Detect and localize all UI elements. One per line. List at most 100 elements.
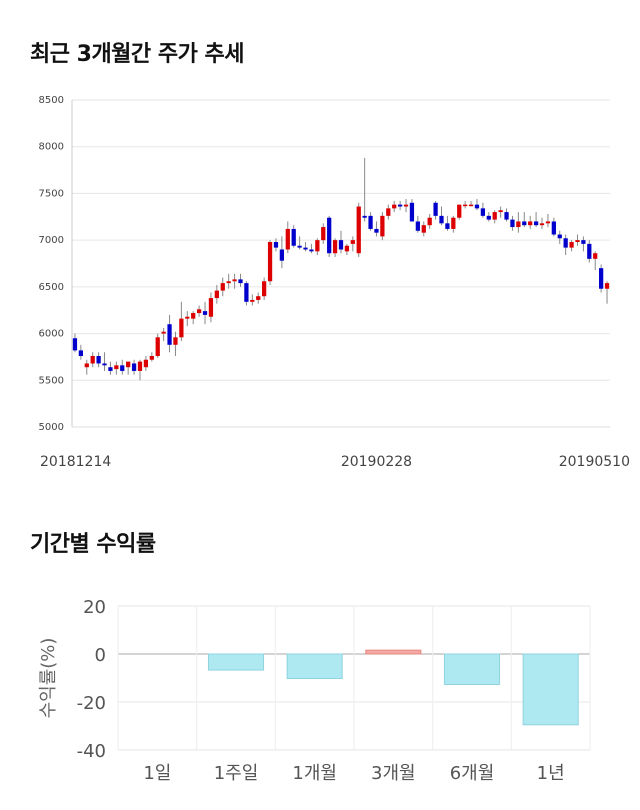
candle-body [114, 365, 119, 370]
candle-body [250, 299, 255, 302]
candle-body [593, 253, 598, 259]
candle-body [185, 316, 190, 319]
price-y-tick-label: 7000 [39, 235, 64, 246]
candle-body [273, 242, 279, 248]
candle-body [173, 337, 178, 345]
candle-body [167, 324, 172, 345]
candle-body [131, 363, 137, 371]
candle-body [78, 350, 83, 356]
returns-x-tick-label: 1일 [143, 763, 171, 784]
returns-y-tick-label: 0 [95, 645, 106, 666]
candle-body [179, 318, 184, 338]
candle-body [386, 208, 391, 216]
candle-body [409, 202, 415, 222]
returns-y-axis-label: 수익률(%) [38, 638, 59, 719]
candle-body [539, 223, 545, 226]
candle-body [267, 242, 273, 282]
candle-body [563, 238, 568, 248]
candle-body [522, 221, 527, 226]
candle-body [427, 217, 432, 226]
price-x-tick-label: 20190228 [341, 454, 412, 470]
candle-body [368, 215, 373, 229]
candle-body [581, 240, 586, 244]
price-x-tick-label: 20190510 [559, 454, 630, 470]
price-chart-title: 최근 3개월간 주가 추세 [30, 42, 244, 67]
candle-body [244, 283, 249, 302]
candle-body [96, 355, 101, 364]
candle-body [421, 225, 426, 233]
candle-body [120, 365, 125, 371]
candle-body [297, 245, 302, 248]
price-y-tick-label: 8000 [39, 142, 64, 153]
candle-body [457, 204, 462, 218]
candle-body [439, 215, 444, 224]
candle-body [262, 281, 267, 297]
candle-body [327, 217, 332, 254]
candle-body [463, 204, 468, 207]
candle-body [587, 243, 592, 259]
candle-body [468, 204, 474, 207]
price-y-tick-label: 7500 [39, 188, 64, 199]
returns-x-tick-label: 1년 [537, 763, 565, 784]
returns-y-tick-label: 20 [83, 597, 106, 618]
price-y-tick-label: 5000 [39, 422, 64, 433]
candle-body [557, 234, 562, 239]
candle-body [226, 281, 231, 284]
candle-body [191, 313, 196, 319]
candle-body [380, 215, 385, 237]
candle-body [492, 212, 497, 220]
candle-body [102, 363, 107, 366]
candle-body [161, 331, 166, 334]
candle-body [533, 221, 539, 226]
candle-body [338, 240, 344, 250]
price-y-tick-label: 6500 [39, 282, 64, 293]
candle-body [569, 242, 574, 248]
candle-body [445, 223, 450, 229]
candle-body [285, 228, 290, 250]
candle-body [344, 245, 350, 252]
candle-body [126, 361, 131, 368]
candle-body [309, 249, 314, 252]
candle-body [392, 204, 397, 209]
candle-body [415, 221, 420, 231]
candle-body [332, 240, 338, 254]
candle-body [214, 290, 219, 299]
candle-body [315, 240, 320, 252]
candle-body [551, 221, 556, 235]
candle-body [238, 279, 243, 284]
returns-bar [365, 649, 422, 655]
returns-x-tick-label: 1주일 [214, 763, 259, 784]
price-y-tick-label: 8500 [39, 95, 64, 106]
candle-body [303, 247, 308, 250]
returns-x-tick-label: 3개월 [371, 763, 416, 784]
candle-body [362, 215, 367, 218]
candle-body [486, 215, 491, 220]
candle-body [498, 210, 503, 213]
candle-body [232, 279, 237, 282]
candle-body [510, 219, 515, 228]
candle-body [279, 249, 285, 261]
returns-x-tick-label: 6개월 [450, 763, 495, 784]
candle-body [155, 337, 160, 356]
candle-body [256, 296, 261, 300]
price-candlestick-chart: 5000 5500 6000 6500 7000 7500 8000 8500 20181214… [39, 95, 630, 470]
candle-body [149, 355, 154, 360]
returns-bar [207, 653, 265, 671]
returns-bar [286, 653, 343, 679]
price-y-tick-label: 6000 [39, 329, 64, 340]
candle-body [528, 221, 533, 226]
candle-body [143, 359, 149, 368]
candle-body [196, 309, 202, 314]
candle-body [504, 212, 509, 220]
candle-body [575, 240, 580, 243]
candle-body [72, 338, 78, 351]
candle-body [516, 221, 521, 228]
candle-body [480, 208, 486, 216]
returns-y-tick-label: -40 [77, 741, 106, 762]
returns-chart-title: 기간별 수익률 [30, 532, 156, 557]
returns-y-tick-label: -20 [77, 693, 106, 714]
candle-body [350, 240, 355, 244]
candle-body [137, 361, 143, 371]
candle-body [356, 206, 361, 254]
